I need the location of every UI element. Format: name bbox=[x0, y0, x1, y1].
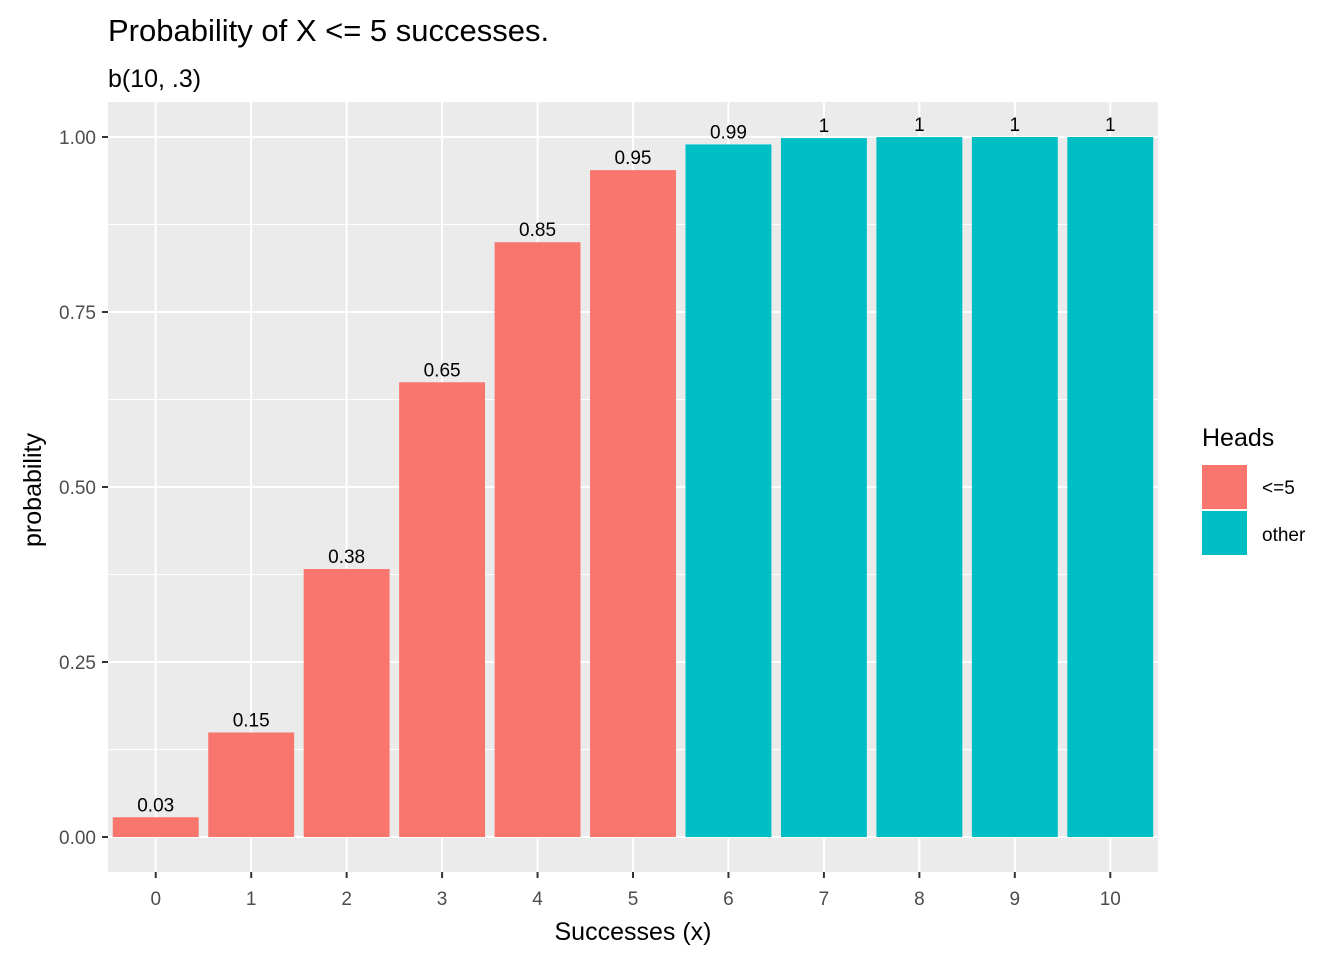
x-tick-label: 1 bbox=[246, 889, 257, 910]
data-label-3: 0.65 bbox=[424, 360, 461, 381]
x-tick-label: 9 bbox=[1010, 889, 1021, 910]
x-tick-label: 8 bbox=[914, 889, 925, 910]
data-label-4: 0.85 bbox=[519, 220, 556, 241]
data-label-10: 1 bbox=[1105, 115, 1116, 136]
bar-5 bbox=[590, 170, 676, 838]
x-tick-label: 10 bbox=[1100, 889, 1121, 910]
y-tick-label: 1.00 bbox=[59, 128, 96, 149]
y-tick-label: 0.50 bbox=[59, 478, 96, 499]
x-tick-label: 5 bbox=[628, 889, 639, 910]
x-tick-label: 6 bbox=[723, 889, 734, 910]
y-tick-label: 0.25 bbox=[59, 653, 96, 674]
y-axis: 0.00 0.25 0.50 0.75 1.00 bbox=[59, 128, 108, 849]
x-axis: 0 1 2 3 4 5 6 7 8 9 10 bbox=[150, 872, 1121, 910]
legend-label-other: other bbox=[1262, 525, 1306, 546]
x-tick-label: 2 bbox=[341, 889, 352, 910]
bar-4 bbox=[494, 242, 581, 837]
bar-2 bbox=[303, 569, 390, 837]
x-tick-label: 0 bbox=[150, 889, 161, 910]
bar-8 bbox=[876, 137, 963, 837]
data-label-9: 1 bbox=[1010, 115, 1021, 136]
chart-subtitle: b(10, .3) bbox=[108, 65, 201, 93]
data-label-2: 0.38 bbox=[328, 547, 365, 568]
data-label-8: 1 bbox=[914, 115, 925, 136]
data-label-5: 0.95 bbox=[615, 148, 652, 169]
bar-0 bbox=[112, 817, 199, 837]
bar-9 bbox=[971, 137, 1058, 837]
legend: Heads <=5 other bbox=[1202, 424, 1306, 555]
x-tick-label: 4 bbox=[532, 889, 543, 910]
x-tick-label: 3 bbox=[437, 889, 448, 910]
legend-title: Heads bbox=[1202, 424, 1274, 452]
x-tick-label: 7 bbox=[819, 889, 830, 910]
bar-7 bbox=[780, 138, 867, 837]
data-label-7: 1 bbox=[819, 116, 830, 137]
y-tick-label: 0.75 bbox=[59, 303, 96, 324]
data-labels: 0.03 0.15 0.38 0.65 0.85 0.95 0.99 1 1 1 1 bbox=[137, 115, 1115, 816]
y-tick-label: 0.00 bbox=[59, 828, 96, 849]
legend-label-le5: <=5 bbox=[1262, 478, 1295, 499]
data-label-1: 0.15 bbox=[233, 710, 270, 731]
bar-3 bbox=[399, 382, 486, 837]
y-axis-title: probability bbox=[19, 433, 47, 547]
chart-title: Probability of X <= 5 successes. bbox=[108, 13, 549, 48]
legend-key-le5 bbox=[1202, 465, 1247, 509]
bar-10 bbox=[1067, 137, 1154, 837]
x-axis-title: Successes (x) bbox=[555, 918, 712, 946]
data-label-0: 0.03 bbox=[137, 795, 174, 816]
data-label-6: 0.99 bbox=[710, 122, 747, 143]
bars bbox=[112, 137, 1154, 838]
bar-1 bbox=[208, 732, 295, 837]
bar-6 bbox=[685, 144, 772, 838]
legend-key-other bbox=[1202, 511, 1247, 555]
